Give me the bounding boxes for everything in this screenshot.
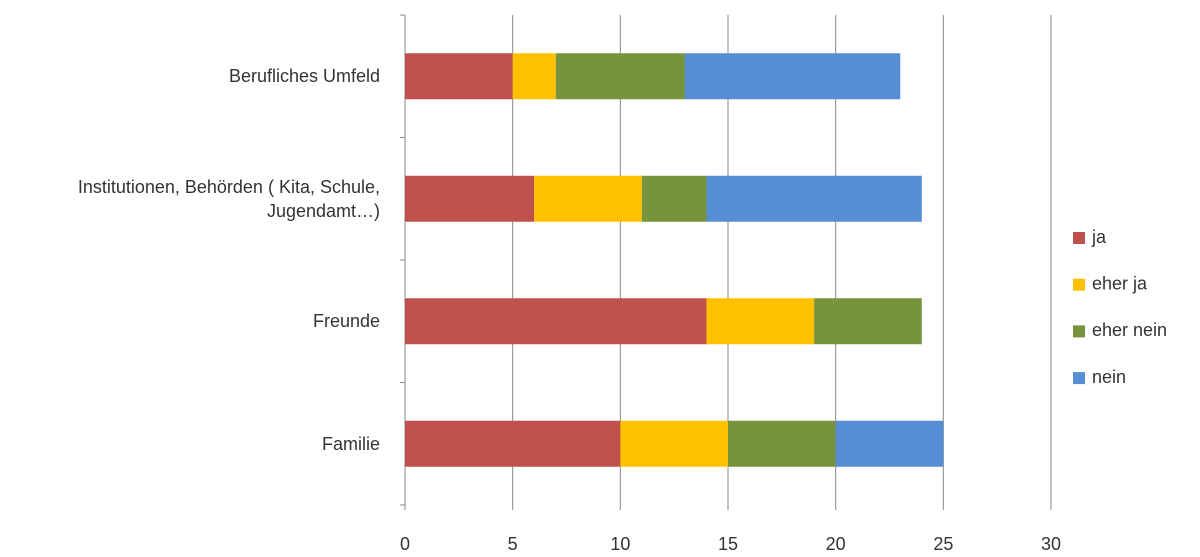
bar-segment <box>405 420 621 467</box>
x-tick-label: 10 <box>610 534 630 554</box>
bar-segment <box>706 298 815 345</box>
x-tick-label: 30 <box>1041 534 1061 554</box>
y-tick-label: Institutionen, Behörden ( Kita, Schule, … <box>77 176 380 221</box>
bar-segment <box>684 53 901 100</box>
bar-segment <box>814 298 922 345</box>
bar-segment <box>835 420 944 467</box>
legend-swatch <box>1073 232 1085 244</box>
x-tick-label: 25 <box>933 534 953 554</box>
legend-label: eher ja <box>1092 273 1148 293</box>
legend-label: nein <box>1092 367 1126 387</box>
legend-swatch <box>1073 278 1085 291</box>
bar-segment <box>706 175 922 222</box>
bar-segment <box>641 175 707 222</box>
x-tick-label: 20 <box>826 534 846 554</box>
legend-swatch <box>1073 372 1085 385</box>
y-tick-label: Freunde <box>312 311 380 332</box>
bar-segment <box>405 175 535 222</box>
legend-label: eher nein <box>1092 320 1167 340</box>
x-tick-label: 15 <box>718 534 738 554</box>
bar-segment <box>728 420 836 467</box>
legend-swatch <box>1073 325 1085 338</box>
bar-segment <box>512 53 556 100</box>
legend-label: ja <box>1091 227 1107 247</box>
bar-segment <box>405 298 707 345</box>
bar-segment <box>620 420 728 467</box>
x-tick-label: 5 <box>508 534 518 554</box>
x-tick-label: 0 <box>400 534 410 554</box>
bar-segment <box>555 53 685 100</box>
bar-segment <box>534 175 642 222</box>
y-tick-label: Familie <box>321 433 380 454</box>
bar-segment <box>405 53 513 100</box>
y-tick-label: Berufliches Umfeld <box>228 66 380 87</box>
